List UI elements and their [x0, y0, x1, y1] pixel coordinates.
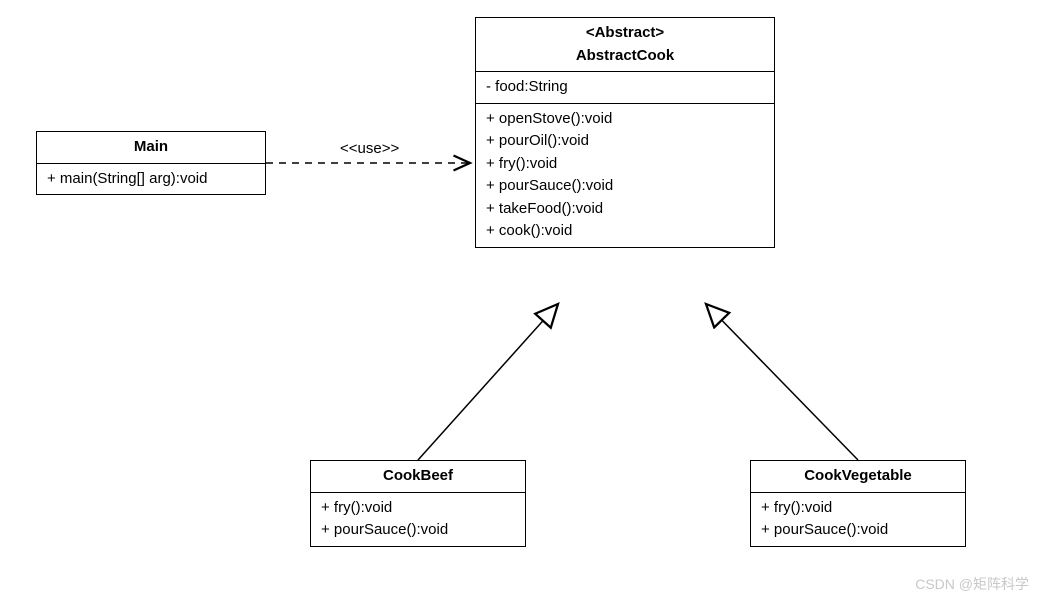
- class-cookvegetable: CookVegetable + fry():void + pourSauce()…: [750, 460, 966, 547]
- method-row: + fry():void: [761, 497, 955, 520]
- class-main-methods: + main(String[] arg):void: [37, 164, 265, 195]
- class-abstractcook-attrs: - food:String: [476, 72, 774, 104]
- class-cookvegetable-title: CookVegetable: [751, 461, 965, 493]
- method-row: + takeFood():void: [486, 198, 764, 221]
- method-row: + pourSauce():void: [486, 175, 764, 198]
- method-row: + pourSauce():void: [321, 519, 515, 542]
- class-main: Main + main(String[] arg):void: [36, 131, 266, 195]
- method-row: + pourOil():void: [486, 130, 764, 153]
- class-cookvegetable-methods: + fry():void + pourSauce():void: [751, 493, 965, 546]
- edge-inherit-cookbeef: [418, 304, 558, 460]
- method-row: + fry():void: [486, 153, 764, 176]
- class-abstractcook-title: <Abstract> AbstractCook: [476, 18, 774, 72]
- label-use: <<use>>: [340, 140, 399, 157]
- method-row: + cook():void: [486, 220, 764, 243]
- watermark: CSDN @矩阵科学: [915, 574, 1029, 594]
- stereotype: <Abstract>: [486, 22, 764, 45]
- class-cookbeef: CookBeef + fry():void + pourSauce():void: [310, 460, 526, 547]
- class-cookbeef-methods: + fry():void + pourSauce():void: [311, 493, 525, 546]
- class-abstractcook-methods: + openStove():void + pourOil():void + fr…: [476, 104, 774, 247]
- method-row: + openStove():void: [486, 108, 764, 131]
- class-name: AbstractCook: [486, 45, 764, 68]
- method-row: + pourSauce():void: [761, 519, 955, 542]
- attr-row: - food:String: [486, 76, 764, 99]
- method-row: + fry():void: [321, 497, 515, 520]
- method-row: + main(String[] arg):void: [47, 168, 255, 191]
- class-abstractcook: <Abstract> AbstractCook - food:String + …: [475, 17, 775, 248]
- class-main-title: Main: [37, 132, 265, 164]
- class-cookbeef-title: CookBeef: [311, 461, 525, 493]
- edge-inherit-cookvegetable: [706, 304, 858, 460]
